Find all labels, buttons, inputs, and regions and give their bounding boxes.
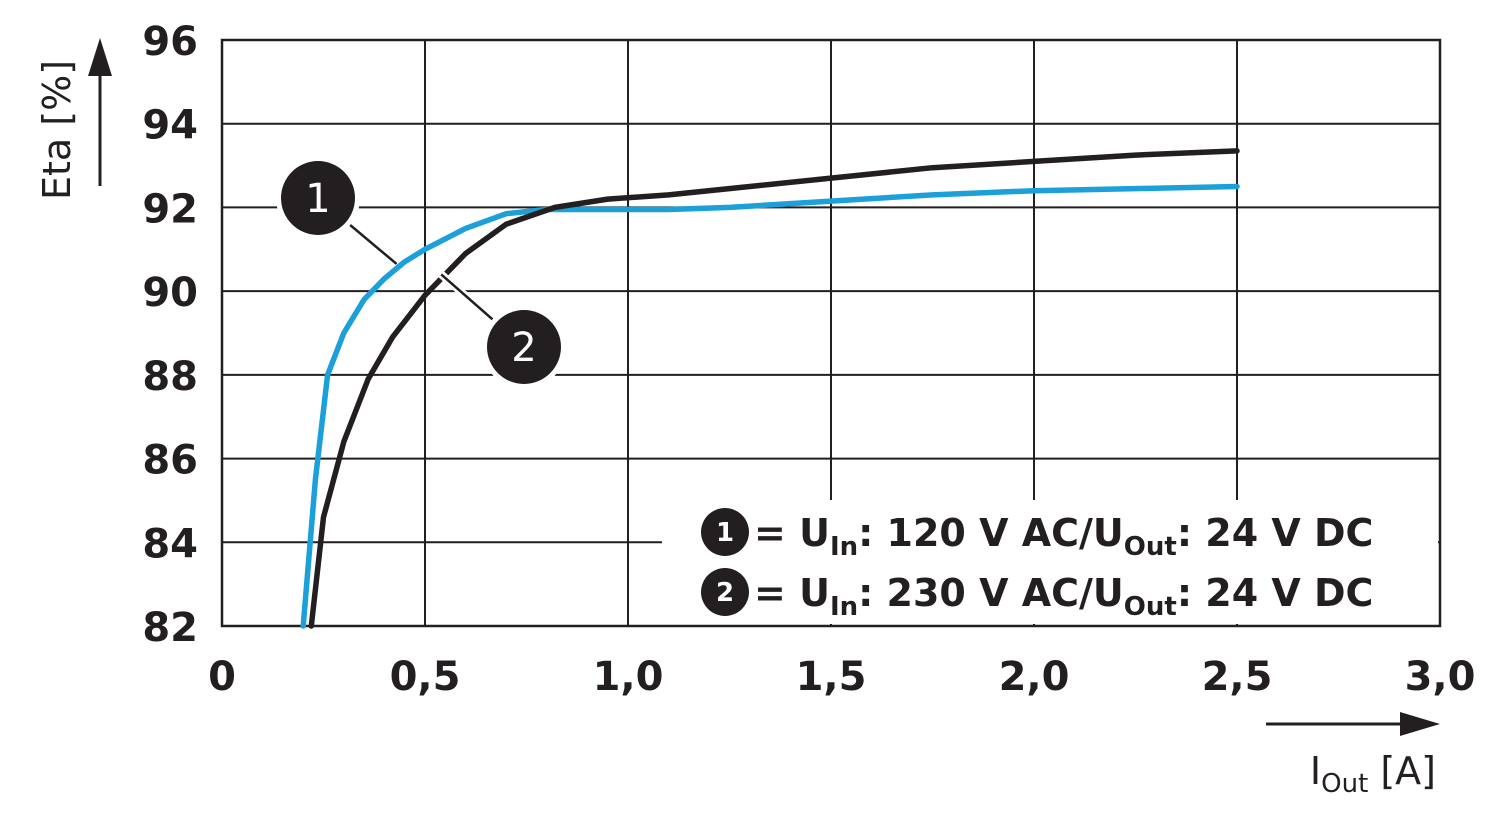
x-axis-title-sub: Out [1321,769,1368,799]
y-axis-arrow-icon [88,38,112,76]
y-tick-label: 86 [142,438,198,484]
legend-text-part: : 120 V AC/U [858,511,1124,555]
y-tick-label: 92 [142,186,198,232]
legend-subscript: Out [1124,592,1177,622]
x-axis-title-unit: [A] [1368,749,1436,793]
callout-number: 2 [511,325,536,371]
x-axis-title: IOut [A] [1310,749,1436,799]
series-line-2 [308,148,1240,629]
x-tick-label: 1,5 [796,654,867,700]
y-axis-title-group: Eta [%] [35,38,112,200]
curves [300,148,1240,629]
legend-subscript: In [830,532,858,562]
legend-text-part: : 230 V AC/U [858,571,1124,615]
x-tick-label: 0,5 [390,654,461,700]
legend-marker-1 [701,508,749,556]
legend-text-part: : 24 V DC [1177,511,1374,555]
x-tick-label: 2,0 [999,654,1070,700]
x-tick-labels: 0 0,5 1,0 1,5 2,0 2,5 3,0 [208,654,1475,700]
legend-marker-number: 1 [716,518,734,548]
y-axis-title: Eta [%] [35,60,79,200]
x-tick-label: 1,0 [593,654,664,700]
x-tick-label: 2,5 [1202,654,1273,700]
legend-background [662,500,1438,624]
callouts: 12 [276,156,566,389]
series-line-1 [300,183,1240,629]
legend-entry-2: = UIn: 230 V AC/UOut: 24 V DC [754,571,1373,622]
legend-marker-number: 2 [716,578,734,608]
x-axis-title-group: IOut [A] [1266,712,1440,799]
legend-text-part: : 24 V DC [1177,571,1374,615]
grid [220,38,1442,628]
legend-text-part: = U [754,511,830,555]
x-axis-arrow-icon [1400,712,1440,736]
y-tick-label: 90 [142,270,198,316]
legend-subscript: In [830,592,858,622]
legend-text-part: = U [754,571,830,615]
legend-subscript: Out [1124,532,1177,562]
callout-marker-2 [487,310,561,384]
y-tick-label: 96 [142,19,198,65]
y-tick-label: 88 [142,354,198,400]
plot-frame [220,38,1442,628]
y-tick-labels: 82 84 86 88 90 92 94 96 [142,19,198,651]
callout-marker-1 [281,161,355,235]
legend-marker-2 [701,568,749,616]
x-tick-label: 3,0 [1405,654,1476,700]
y-tick-label: 94 [142,103,198,149]
legend-entry-1: = UIn: 120 V AC/UOut: 24 V DC [754,511,1373,562]
y-tick-label: 84 [142,521,198,567]
y-tick-label: 82 [142,605,198,651]
x-axis-title-main: I [1310,749,1321,793]
x-tick-label: 0 [208,654,236,700]
legend: 1 = UIn: 120 V AC/UOut: 24 V DC2 = UIn: … [662,500,1438,624]
callout-number: 1 [305,176,330,222]
